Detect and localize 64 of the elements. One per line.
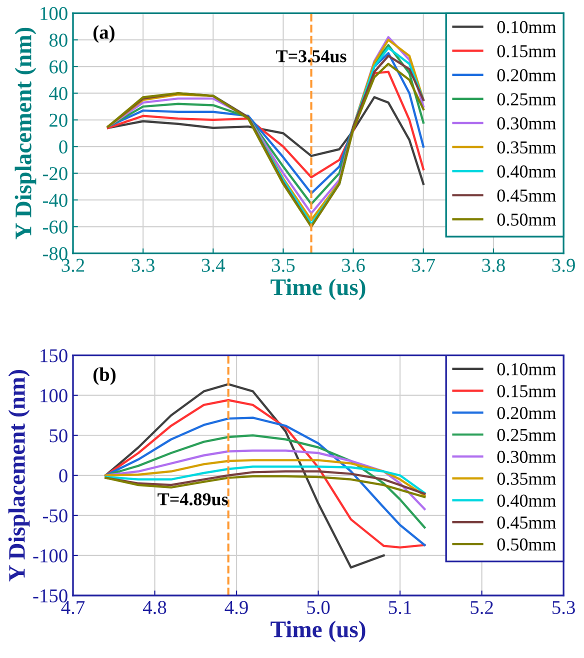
- line-series: [104, 470, 426, 495]
- legend-label: 0.20mm: [497, 69, 556, 82]
- y-tick-label: 20: [50, 114, 68, 127]
- legend-label: 0.45mm: [497, 516, 556, 529]
- legend-label: 0.35mm: [497, 472, 556, 485]
- x-tick-label: 3.6: [342, 258, 365, 272]
- annotation: (b): [93, 367, 116, 385]
- y-tick-label: 0: [59, 469, 68, 482]
- legend-label: 0.45mm: [497, 189, 556, 202]
- ref-line-label: T=3.54us: [276, 50, 346, 62]
- y-tick-label: 100: [40, 389, 68, 402]
- line-series: [106, 96, 425, 186]
- x-tick-label: 4.9: [224, 600, 248, 614]
- annotation: (a): [93, 25, 114, 43]
- x-tick-label: 5.0: [307, 600, 330, 614]
- x-tick-label: 5.1: [389, 601, 412, 614]
- y-tick-label: 60: [50, 60, 68, 74]
- ref-line-label: T=4.89us: [158, 493, 228, 506]
- x-tick-label: 5.2: [470, 600, 493, 614]
- x-tick-label: 3.3: [132, 258, 154, 272]
- y-tick-label: -80: [42, 247, 68, 260]
- y-tick-label: -100: [33, 549, 68, 562]
- x-tick-label: 4.8: [142, 600, 166, 614]
- legend-label: 0.20mm: [497, 406, 556, 420]
- y-tick-label: 50: [50, 429, 68, 442]
- legend-label: 0.30mm: [497, 450, 556, 464]
- legend-label: 0.40mm: [497, 494, 556, 507]
- y-axis-title: Y Displacement (nm): [14, 28, 36, 240]
- legend-label: 0.40mm: [497, 165, 556, 178]
- line-series: [104, 434, 426, 529]
- x-tick-label: 3.9: [552, 258, 575, 272]
- x-tick-label: 3.7: [412, 258, 435, 272]
- x-tick-label: 5.3: [552, 600, 575, 614]
- legend-label: 0.50mm: [497, 214, 556, 226]
- x-tick-label: 4.7: [61, 601, 85, 614]
- line-series: [104, 383, 385, 569]
- legend-label: 0.10mm: [497, 363, 556, 376]
- y-tick-label: 100: [40, 6, 68, 20]
- x-tick-label: 3.5: [272, 258, 295, 272]
- x-axis-title: Time (us): [270, 278, 366, 300]
- y-tick-label: 80: [49, 34, 68, 47]
- y-tick-label: 0: [59, 140, 68, 154]
- legend-label: 0.35mm: [497, 141, 556, 154]
- legend-label: 0.10mm: [497, 21, 556, 34]
- legend-label: 0.15mm: [497, 385, 556, 398]
- x-axis-title: Time (us): [270, 620, 366, 642]
- y-tick-label: 40: [49, 87, 68, 100]
- y-tick-label: -40: [42, 194, 68, 207]
- line-series: [104, 449, 426, 510]
- y-axis-title: Y Displacement (nm): [8, 370, 30, 582]
- y-tick-label: -50: [42, 509, 68, 522]
- legend-label: 0.50mm: [497, 538, 556, 551]
- line-series: [104, 465, 426, 494]
- y-tick-label: 150: [40, 349, 68, 362]
- legend-label: 0.25mm: [497, 428, 556, 442]
- legend-label: 0.30mm: [497, 117, 556, 130]
- legend-label: 0.25mm: [497, 93, 556, 106]
- y-tick-label: -20: [42, 167, 68, 180]
- x-tick-label: 3.8: [482, 258, 505, 272]
- x-tick-label: 3.2: [62, 258, 84, 272]
- y-tick-label: -60: [42, 220, 68, 234]
- legend-label: 0.15mm: [497, 45, 556, 58]
- y-tick-label: -150: [33, 589, 68, 602]
- x-tick-label: 3.4: [202, 258, 226, 272]
